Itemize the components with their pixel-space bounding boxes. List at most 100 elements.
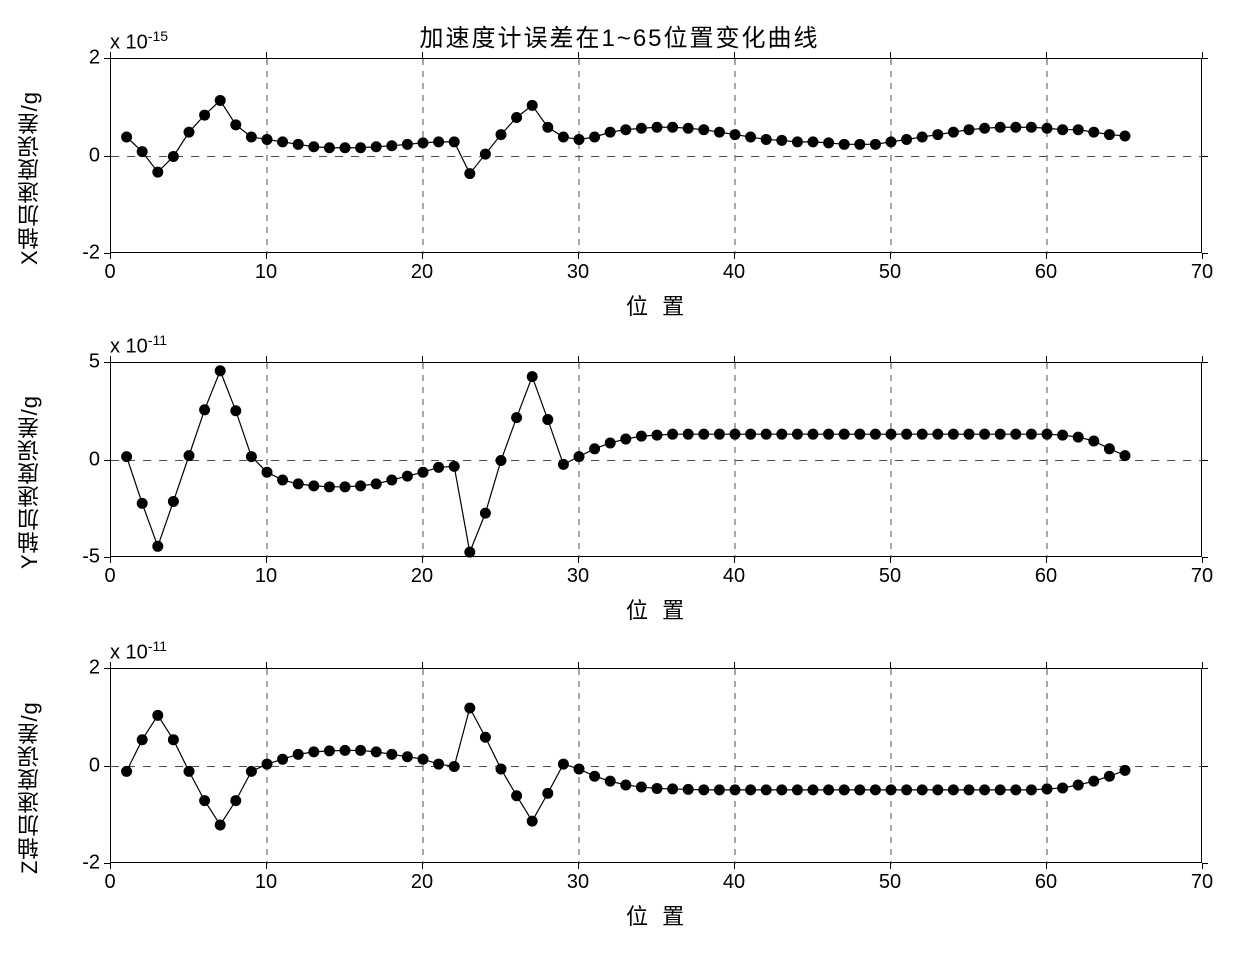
data-marker (870, 139, 880, 149)
data-marker (699, 429, 709, 439)
data-marker (340, 745, 350, 755)
data-marker (636, 431, 646, 441)
data-marker (948, 429, 958, 439)
data-marker (808, 137, 818, 147)
data-marker (839, 139, 849, 149)
data-marker (1011, 785, 1021, 795)
data-marker (855, 139, 865, 149)
data-marker (621, 125, 631, 135)
data-marker (200, 796, 210, 806)
data-marker (1104, 771, 1114, 781)
chart-svg (111, 669, 1203, 864)
xtick-label: 0 (104, 261, 115, 284)
data-marker (480, 732, 490, 742)
data-marker (605, 438, 615, 448)
data-marker (387, 141, 397, 151)
data-marker (1089, 776, 1099, 786)
data-marker (1011, 122, 1021, 132)
ylabel: Y轴加速度误差/g (14, 362, 46, 602)
data-marker (558, 759, 568, 769)
data-marker (527, 816, 537, 826)
data-marker (730, 130, 740, 140)
xtick-label: 0 (104, 871, 115, 894)
data-marker (590, 444, 600, 454)
data-marker (200, 110, 210, 120)
data-marker (902, 134, 912, 144)
data-marker (699, 125, 709, 135)
data-marker (964, 429, 974, 439)
data-marker (402, 752, 412, 762)
data-marker (1089, 436, 1099, 446)
xtick-label: 20 (411, 871, 433, 894)
xtick-label: 50 (879, 261, 901, 284)
ylabel: Z轴加速度误差/g (14, 668, 46, 908)
ytick-label: -2 (82, 242, 100, 265)
data-marker (512, 791, 522, 801)
ytick-label: 2 (89, 47, 100, 70)
data-marker (574, 764, 584, 774)
ytick-label: 2 (89, 657, 100, 680)
data-marker (1120, 451, 1130, 461)
data-marker (278, 137, 288, 147)
data-marker (761, 134, 771, 144)
data-marker (995, 122, 1005, 132)
data-marker (262, 467, 272, 477)
data-marker (948, 127, 958, 137)
data-marker (574, 452, 584, 462)
xlabel: 位 置 (626, 289, 688, 321)
data-marker (262, 134, 272, 144)
data-marker (418, 467, 428, 477)
xtick-label: 60 (1035, 871, 1057, 894)
data-marker (356, 745, 366, 755)
xlabel: 位 置 (626, 593, 688, 625)
data-marker (683, 429, 693, 439)
data-marker (1026, 429, 1036, 439)
data-marker (714, 429, 724, 439)
data-marker (293, 139, 303, 149)
data-marker (808, 429, 818, 439)
xlabel: 位 置 (626, 899, 688, 931)
data-marker (309, 747, 319, 757)
data-marker (371, 142, 381, 152)
data-marker (777, 785, 787, 795)
data-marker (356, 143, 366, 153)
data-marker (636, 782, 646, 792)
data-marker (543, 415, 553, 425)
data-marker (652, 122, 662, 132)
data-marker (543, 122, 553, 132)
data-marker (122, 132, 132, 142)
data-marker (449, 762, 459, 772)
data-marker (808, 785, 818, 795)
data-marker (933, 429, 943, 439)
data-marker (761, 785, 771, 795)
ytick-label: 0 (89, 448, 100, 471)
data-marker (246, 132, 256, 142)
data-marker (168, 735, 178, 745)
data-marker (668, 429, 678, 439)
data-marker (122, 766, 132, 776)
plot-area (110, 668, 1202, 863)
axis-exponent: x 10-11 (110, 332, 167, 359)
ytick-label: -5 (82, 546, 100, 569)
xtick-label: 10 (255, 871, 277, 894)
data-marker (137, 147, 147, 157)
data-marker (995, 785, 1005, 795)
data-marker (402, 471, 412, 481)
data-marker (153, 167, 163, 177)
data-marker (855, 429, 865, 439)
data-marker (387, 749, 397, 759)
ytick-label: -2 (82, 852, 100, 875)
data-marker (699, 785, 709, 795)
data-marker (855, 785, 865, 795)
chart-svg (111, 59, 1203, 254)
data-marker (1120, 765, 1130, 775)
data-marker (168, 496, 178, 506)
data-marker (1073, 780, 1083, 790)
figure-title: 加速度计误差在1~65位置变化曲线 (0, 18, 1239, 53)
data-marker (1042, 429, 1052, 439)
data-marker (948, 785, 958, 795)
data-marker (215, 820, 225, 830)
xtick-label: 70 (1191, 871, 1213, 894)
xtick-label: 40 (723, 565, 745, 588)
data-marker (184, 127, 194, 137)
